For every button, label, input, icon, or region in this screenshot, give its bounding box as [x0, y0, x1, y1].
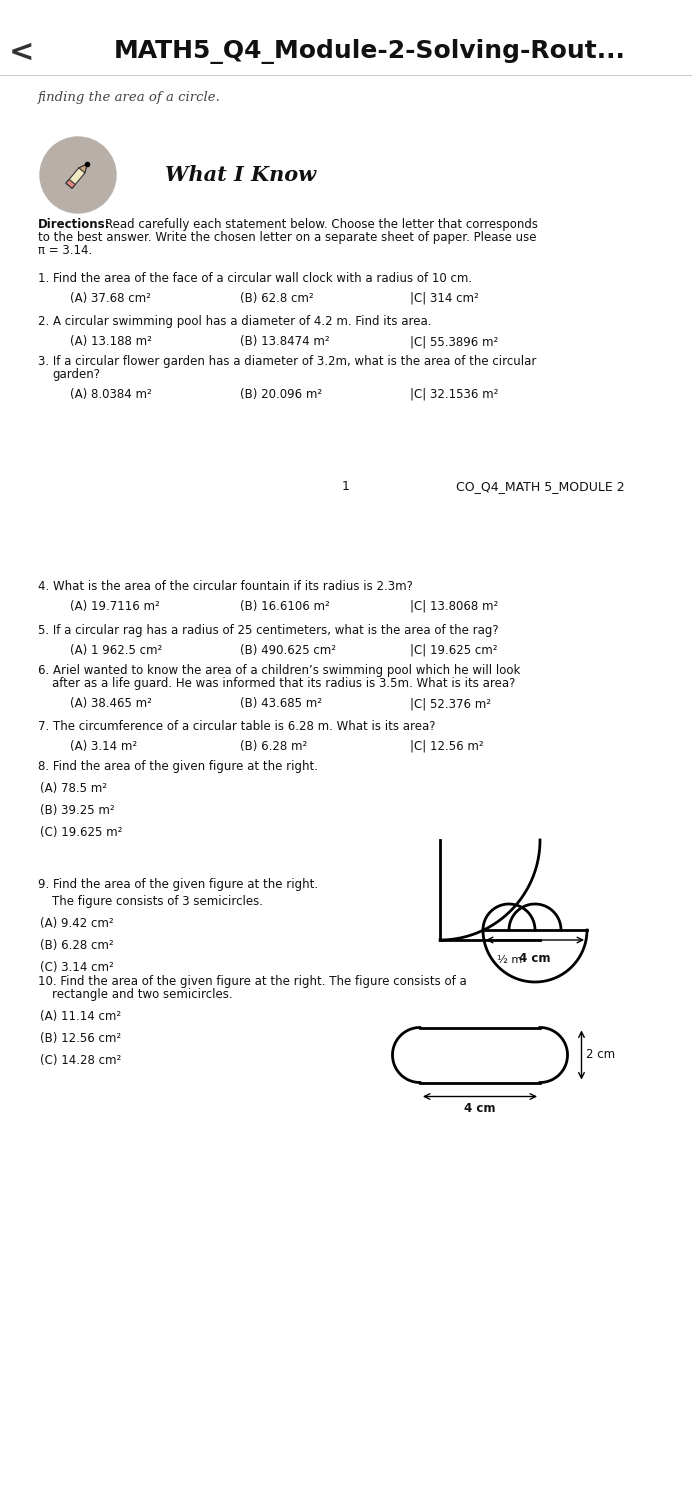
Text: (A) 13.188 m²: (A) 13.188 m² — [70, 335, 152, 348]
Text: 9. Find the area of the given figure at the right.: 9. Find the area of the given figure at … — [38, 878, 318, 890]
Circle shape — [40, 137, 116, 214]
Text: (A) 9.42 cm²: (A) 9.42 cm² — [40, 917, 113, 929]
Text: |C| 314 cm²: |C| 314 cm² — [410, 291, 479, 305]
Text: finding the area of a circle.: finding the area of a circle. — [38, 91, 221, 105]
Text: |C| 13.8068 m²: |C| 13.8068 m² — [410, 601, 498, 613]
Text: (B) 13.8474 m²: (B) 13.8474 m² — [240, 335, 329, 348]
Text: |C| 19.625 cm²: |C| 19.625 cm² — [410, 644, 498, 657]
Text: 10. Find the area of the given figure at the right. The figure consists of a: 10. Find the area of the given figure at… — [38, 976, 466, 988]
Text: (B) 20.096 m²: (B) 20.096 m² — [240, 388, 322, 400]
Text: rectangle and two semicircles.: rectangle and two semicircles. — [52, 988, 233, 1001]
Text: (B) 39.25 m²: (B) 39.25 m² — [40, 804, 115, 817]
Text: 8. Find the area of the given figure at the right.: 8. Find the area of the given figure at … — [38, 760, 318, 772]
Text: 2. A circular swimming pool has a diameter of 4.2 m. Find its area.: 2. A circular swimming pool has a diamet… — [38, 315, 432, 329]
Text: CO_Q4_MATH 5_MODULE 2: CO_Q4_MATH 5_MODULE 2 — [456, 480, 624, 493]
Text: MATH5_Q4_Module-2-Solving-Rout...: MATH5_Q4_Module-2-Solving-Rout... — [114, 39, 626, 64]
Text: 5. If a circular rag has a radius of 25 centimeters, what is the area of the rag: 5. If a circular rag has a radius of 25 … — [38, 624, 499, 636]
Polygon shape — [66, 164, 87, 188]
Text: 4 cm: 4 cm — [464, 1103, 495, 1116]
Text: after as a life guard. He was informed that its radius is 3.5m. What is its area: after as a life guard. He was informed t… — [52, 677, 516, 690]
Text: (C) 3.14 cm²: (C) 3.14 cm² — [40, 961, 113, 974]
Text: (B) 6.28 cm²: (B) 6.28 cm² — [40, 940, 113, 952]
Text: |C| 55.3896 m²: |C| 55.3896 m² — [410, 335, 498, 348]
Text: ½ m: ½ m — [498, 955, 522, 965]
Text: (B) 16.6106 m²: (B) 16.6106 m² — [240, 601, 330, 613]
Text: (A) 3.14 m²: (A) 3.14 m² — [70, 740, 137, 753]
Text: (C) 14.28 cm²: (C) 14.28 cm² — [40, 1053, 121, 1067]
Text: (A) 8.0384 m²: (A) 8.0384 m² — [70, 388, 152, 400]
Text: What I Know: What I Know — [165, 164, 316, 185]
Text: |C| 52.376 m²: |C| 52.376 m² — [410, 698, 491, 710]
Text: to the best answer. Write the chosen letter on a separate sheet of paper. Please: to the best answer. Write the chosen let… — [38, 232, 536, 244]
Text: (B) 62.8 cm²: (B) 62.8 cm² — [240, 291, 313, 305]
Text: 1. Find the area of the face of a circular wall clock with a radius of 10 cm.: 1. Find the area of the face of a circul… — [38, 272, 472, 285]
Text: (B) 12.56 cm²: (B) 12.56 cm² — [40, 1032, 121, 1044]
Text: 6. Ariel wanted to know the area of a children’s swimming pool which he will loo: 6. Ariel wanted to know the area of a ch… — [38, 663, 520, 677]
Polygon shape — [66, 179, 75, 188]
Text: 7. The circumference of a circular table is 6.28 m. What is its area?: 7. The circumference of a circular table… — [38, 720, 435, 734]
Polygon shape — [79, 164, 87, 173]
Text: (B) 490.625 cm²: (B) 490.625 cm² — [240, 644, 336, 657]
Text: (C) 19.625 m²: (C) 19.625 m² — [40, 826, 122, 840]
Text: |C| 32.1536 m²: |C| 32.1536 m² — [410, 388, 498, 400]
Text: 3. If a circular flower garden has a diameter of 3.2m, what is the area of the c: 3. If a circular flower garden has a dia… — [38, 356, 536, 368]
Text: (A) 1 962.5 cm²: (A) 1 962.5 cm² — [70, 644, 162, 657]
Text: garden?: garden? — [52, 368, 100, 381]
Text: 4. What is the area of the circular fountain if its radius is 2.3m?: 4. What is the area of the circular foun… — [38, 580, 413, 593]
Text: (A) 38.465 m²: (A) 38.465 m² — [70, 698, 152, 710]
Text: (A) 37.68 cm²: (A) 37.68 cm² — [70, 291, 151, 305]
Text: <: < — [9, 37, 35, 67]
Text: (A) 78.5 m²: (A) 78.5 m² — [40, 781, 107, 795]
Text: (A) 11.14 cm²: (A) 11.14 cm² — [40, 1010, 121, 1023]
Text: (B) 43.685 m²: (B) 43.685 m² — [240, 698, 322, 710]
Text: Read carefully each statement below. Choose the letter that corresponds: Read carefully each statement below. Cho… — [105, 218, 538, 232]
Text: 2 cm: 2 cm — [587, 1049, 616, 1062]
Text: (A) 19.7116 m²: (A) 19.7116 m² — [70, 601, 160, 613]
Text: (B) 6.28 m²: (B) 6.28 m² — [240, 740, 307, 753]
Text: |C| 12.56 m²: |C| 12.56 m² — [410, 740, 484, 753]
Text: Directions:: Directions: — [38, 218, 111, 232]
Text: π = 3.14.: π = 3.14. — [38, 244, 92, 257]
Text: 4 cm: 4 cm — [519, 952, 551, 965]
Text: The figure consists of 3 semicircles.: The figure consists of 3 semicircles. — [52, 895, 263, 908]
Text: 1: 1 — [342, 480, 350, 493]
